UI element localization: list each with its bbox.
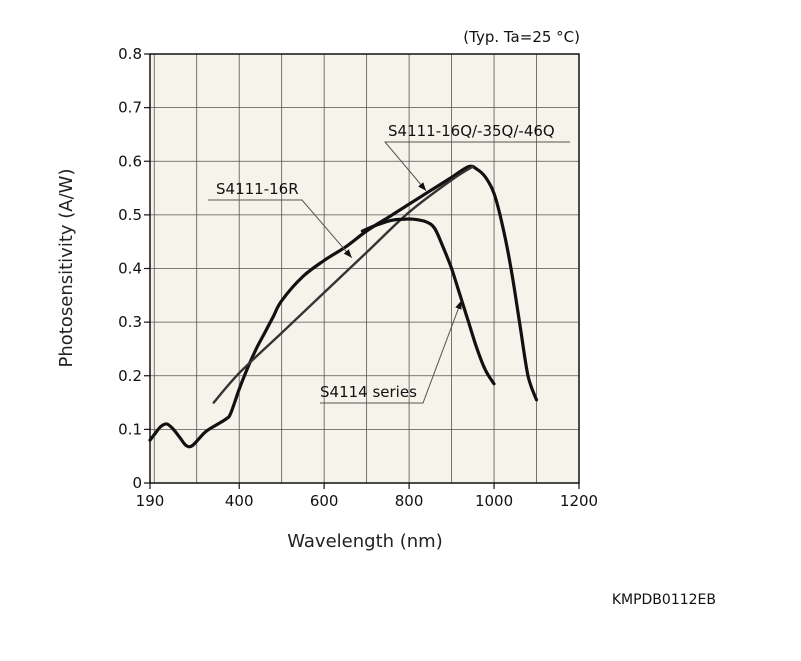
- y-tick-label: 0.7: [118, 99, 142, 117]
- y-axis-label: Photosensitivity (A/W): [56, 169, 77, 368]
- series-label-s4111-16r: S4111-16R: [216, 180, 299, 198]
- leader-s4114: [320, 300, 462, 404]
- x-tick-label: 1000: [475, 492, 513, 510]
- y-tick-label: 0.8: [118, 45, 142, 63]
- leader-s4111-16q: [383, 141, 570, 192]
- y-tick-label: 0: [132, 474, 142, 492]
- y-tick-label: 0.4: [118, 260, 142, 278]
- grid: [150, 54, 579, 483]
- leader-s4111-16r: [208, 199, 353, 259]
- series-line-s4111-16q: [148, 164, 539, 449]
- series-group: [148, 164, 539, 449]
- x-axis-label: Wavelength (nm): [287, 531, 443, 552]
- y-tick-label: 0.6: [118, 152, 142, 170]
- document-code: KMPDB0112EB: [612, 592, 716, 608]
- x-tick-label: 1200: [560, 492, 598, 510]
- y-tick-label: 0.1: [118, 420, 142, 438]
- typ-condition-note: (Typ. Ta=25 °C): [463, 28, 580, 46]
- series-line-s4114: [360, 217, 496, 386]
- series-label-leaders: [208, 141, 570, 404]
- x-tick-label: 800: [395, 492, 424, 510]
- x-tick-label: 600: [310, 492, 339, 510]
- ticks: 0 0.1 0.2 0.3 0.4 0.5 0.6 0.7 0.8 190 400 600 800 100…: [118, 45, 598, 510]
- y-tick-label: 0.5: [118, 206, 142, 224]
- series-label-s4114: S4114 series: [320, 383, 417, 401]
- x-tick-label: 190: [136, 492, 165, 510]
- leader-s4114-arrowhead: [455, 300, 462, 310]
- leader-s4111-16q-arrowhead: [418, 182, 427, 191]
- series-label-s4111-16q: S4111-16Q/-35Q/-46Q: [388, 122, 555, 140]
- y-tick-label: 0.3: [118, 313, 142, 331]
- series-line-s4111-16r: [212, 165, 474, 404]
- y-tick-label: 0.2: [118, 367, 142, 385]
- x-tick-label: 400: [225, 492, 254, 510]
- leader-s4111-16r-arrowhead: [343, 249, 352, 258]
